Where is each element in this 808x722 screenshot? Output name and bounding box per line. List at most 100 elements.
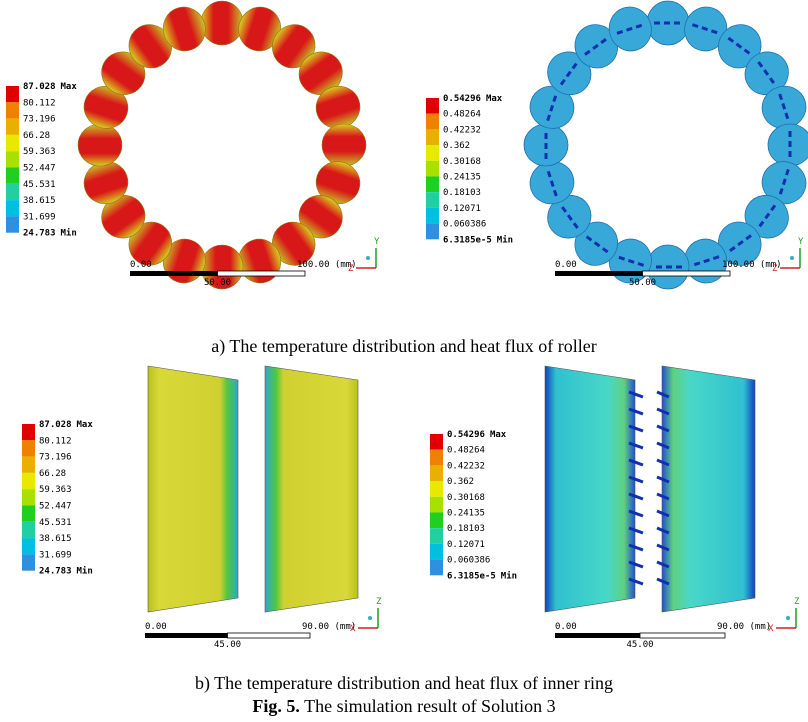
legend-tag: Min (497, 234, 513, 245)
legend-swatch (426, 114, 439, 130)
legend-label: 0.54296 (443, 94, 481, 104)
legend-swatch (426, 177, 439, 193)
legend-label: 0.362 (447, 477, 474, 487)
legend-swatch (430, 544, 443, 560)
legend-swatch (426, 192, 439, 208)
legend-tag: Min (77, 566, 93, 577)
legend-swatch (426, 98, 439, 114)
legend-swatch (430, 513, 443, 529)
legend-label: 0.48264 (443, 110, 481, 120)
legend-tag: Min (61, 228, 77, 239)
legend-label: 31.699 (39, 550, 72, 560)
roller (768, 124, 808, 166)
legend-label: 87.028 (39, 420, 72, 430)
scale-start: 0.00 (130, 260, 152, 270)
legend-swatch (426, 224, 439, 240)
legend-label: 0.54296 (447, 430, 485, 440)
legend-label: 66.28 (39, 469, 66, 479)
legend-swatch (6, 119, 19, 135)
legend-swatch (6, 86, 19, 102)
legend-tag: Max (490, 430, 507, 440)
legend-label: 0.30168 (443, 157, 481, 167)
legend-swatch (22, 522, 35, 538)
legend-label: 59.363 (23, 147, 56, 157)
legend-swatch (6, 102, 19, 118)
legend-label: 38.615 (39, 534, 72, 544)
axis-label-up: Y (374, 237, 380, 247)
scale-end: 90.00 (mm) (717, 622, 771, 632)
scale-bar-black (130, 271, 218, 276)
legend-swatch (6, 168, 19, 184)
legend-tag: Min (501, 570, 517, 581)
legend-tag: Max (77, 420, 94, 430)
legend-swatch (426, 208, 439, 224)
scale-mid: 45.00 (626, 640, 653, 650)
legend-label: 52.447 (23, 164, 56, 174)
scale-bar-white (643, 271, 731, 276)
legend-label: 73.196 (39, 453, 72, 463)
scale-bar-black (555, 633, 640, 638)
scale-bar-black (145, 633, 228, 638)
figure-text: The simulation result of Solution 3 (304, 696, 555, 716)
legend-label: 52.447 (39, 502, 72, 512)
scale-end: 90.00 (mm) (302, 622, 356, 632)
legend-swatch (6, 184, 19, 200)
legend-label: 0.48264 (447, 446, 485, 456)
scale-start: 0.00 (555, 622, 577, 632)
legend-swatch (426, 161, 439, 177)
legend-label: 0.42232 (447, 461, 485, 471)
legend-label: 0.24135 (443, 173, 481, 183)
scale-mid: 50.00 (204, 278, 231, 288)
legend-swatch (430, 481, 443, 497)
legend-swatch (6, 200, 19, 216)
figure-label: Fig. 5. (252, 696, 300, 716)
caption-b: b) The temperature distribution and heat… (195, 673, 613, 694)
legend-swatch (430, 528, 443, 544)
legend-label: 0.18103 (447, 524, 485, 534)
roller (322, 124, 366, 166)
legend-label: 80.112 (39, 436, 72, 446)
axis-label-up: Z (376, 597, 382, 607)
ring-half (265, 366, 358, 612)
scale-bar-white (218, 271, 306, 276)
legend-swatch (22, 473, 35, 489)
legend-label: 73.196 (23, 115, 56, 125)
legend-label: 0.060386 (447, 556, 490, 566)
axis-label-up: Z (794, 597, 800, 607)
legend-swatch (22, 489, 35, 505)
axis-origin (790, 256, 794, 260)
axis-origin (366, 256, 370, 260)
legend-label: 0.12071 (447, 540, 485, 550)
scale-mid: 50.00 (629, 278, 656, 288)
legend-swatch (22, 554, 35, 570)
axis-label-up: Y (798, 237, 804, 247)
scale-start: 0.00 (145, 622, 167, 632)
legend-label: 0.12071 (443, 204, 481, 214)
legend-label: 87.028 (23, 82, 56, 92)
legend-swatch (22, 424, 35, 440)
panel: 87.028Max80.11273.19666.2859.36352.44745… (6, 1, 380, 289)
legend-label: 0.060386 (443, 220, 486, 230)
legend-swatch (430, 434, 443, 450)
legend-tag: Max (61, 82, 78, 92)
legend-label: 24.783 (39, 567, 72, 577)
axis-label-left: X (350, 624, 356, 634)
ring-half (662, 366, 755, 612)
legend-swatch (6, 216, 19, 232)
legend-swatch (430, 450, 443, 466)
legend-label: 45.531 (39, 518, 72, 528)
legend-swatch (430, 465, 443, 481)
figure: a) The temperature distribution and heat… (0, 0, 808, 722)
legend-swatch (426, 145, 439, 161)
legend-swatch (6, 151, 19, 167)
roller (78, 124, 122, 166)
ring-half (148, 366, 238, 612)
legend-tag: Max (486, 94, 503, 104)
legend-label: 31.699 (23, 212, 56, 222)
axis-label-left: Z (348, 264, 354, 274)
legend-swatch (426, 129, 439, 145)
legend-label: 38.615 (23, 196, 56, 206)
